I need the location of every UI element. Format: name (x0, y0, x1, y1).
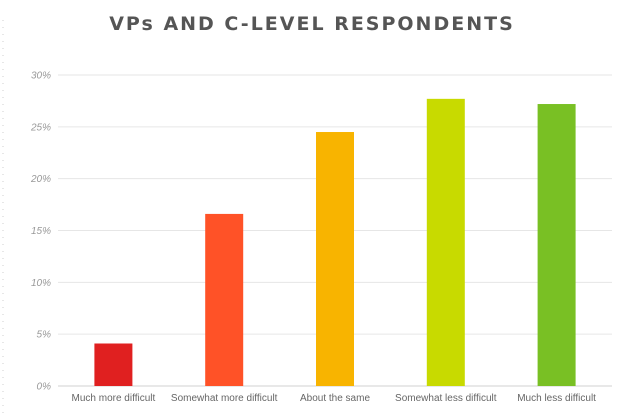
y-tick-label: 25% (30, 122, 51, 133)
x-category-label: Much less difficult (517, 393, 596, 404)
x-category-label: Much more difficult (72, 393, 156, 404)
bar (316, 132, 354, 386)
y-tick-label: 0% (37, 382, 52, 393)
bar (94, 343, 133, 386)
chart-title: VPs AND C-LEVEL RESPONDENTS (109, 13, 515, 35)
x-axis-category-labels: Much more difficult Somewhat more difficu… (72, 393, 597, 404)
y-tick-label: 20% (30, 174, 51, 185)
bars (94, 98, 576, 387)
x-category-label: Somewhat less difficult (395, 393, 497, 404)
x-category-label: Somewhat more difficult (171, 393, 278, 404)
bar (426, 98, 465, 387)
y-tick-label: 15% (31, 226, 51, 237)
y-tick-label: 10% (31, 278, 51, 289)
bar (537, 104, 576, 386)
x-category-label: About the same (300, 393, 370, 404)
bar (205, 213, 244, 386)
gridlines (58, 74, 612, 387)
y-axis-tick-labels: 0% 5% 10% 15% 20% 25% 30% (30, 71, 51, 393)
y-tick-label: 30% (31, 71, 51, 82)
y-tick-label: 5% (37, 330, 52, 341)
